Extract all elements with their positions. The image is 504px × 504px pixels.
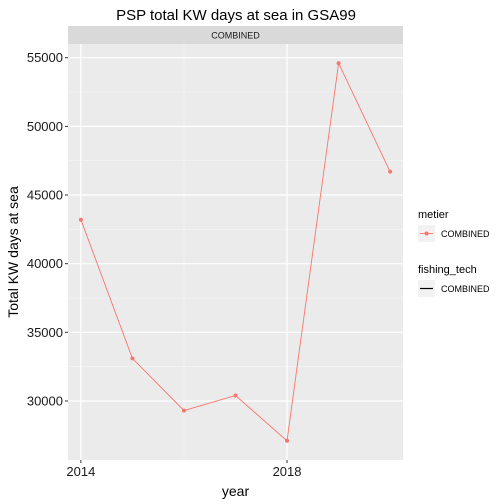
legend-key-point xyxy=(424,231,429,236)
facet-strip-label: COMBINED xyxy=(211,31,260,41)
grid-minor xyxy=(68,44,403,460)
legend-label: COMBINED xyxy=(441,284,490,294)
data-point xyxy=(285,438,290,443)
y-tick-label: 55000 xyxy=(27,50,63,65)
plot-panel xyxy=(68,44,403,460)
y-tick-label: 50000 xyxy=(27,119,63,134)
y-tick-label: 45000 xyxy=(27,188,63,203)
y-axis: 30000 35000 40000 45000 50000 55000 xyxy=(27,50,68,408)
legend-label: COMBINED xyxy=(441,229,490,239)
y-tick-label: 35000 xyxy=(27,325,63,340)
data-point xyxy=(233,393,238,398)
series-layer xyxy=(78,61,393,443)
legend-title: metier xyxy=(418,209,449,221)
y-tick-label: 40000 xyxy=(27,256,63,271)
chart-title: PSP total KW days at sea in GSA99 xyxy=(116,7,356,24)
y-axis-title: Total KW days at sea xyxy=(5,186,21,318)
data-point xyxy=(181,408,186,413)
grid-major xyxy=(68,44,403,460)
x-tick-label: 2014 xyxy=(66,464,95,479)
x-tick-label: 2018 xyxy=(273,464,302,479)
data-point xyxy=(388,169,393,174)
x-axis-title: year xyxy=(222,483,250,499)
x-axis: 2014 2018 xyxy=(66,460,301,479)
facet-strip xyxy=(68,26,403,44)
data-point xyxy=(336,61,341,66)
data-point xyxy=(78,217,83,222)
data-point xyxy=(130,356,135,361)
legend-title: fishing_tech xyxy=(418,264,477,276)
y-tick-label: 30000 xyxy=(27,393,63,408)
legend: metier COMBINED fishing_tech COMBINED xyxy=(418,209,490,297)
